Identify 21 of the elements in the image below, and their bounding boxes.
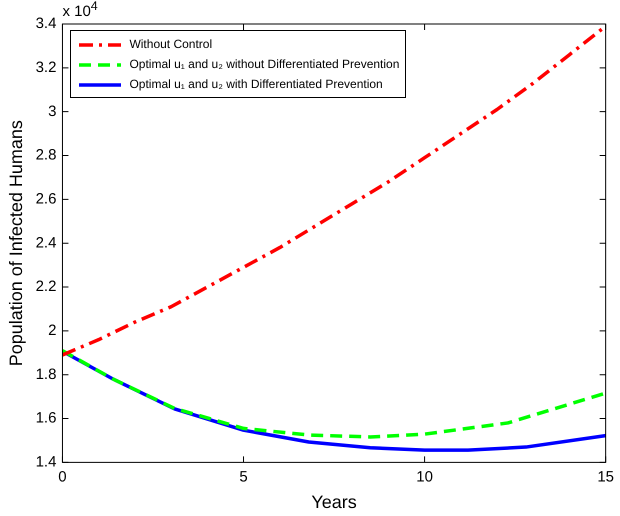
x-tick-label: 0 (58, 468, 67, 486)
y-tick-label: 3.2 (36, 58, 56, 76)
x-tick-label: 5 (239, 468, 248, 486)
y-tick-label: 1.4 (36, 454, 56, 471)
x-axis-title: Years (311, 492, 357, 512)
y-tick-label: 2.4 (36, 234, 56, 252)
legend-label: Optimal u₁ and u₂ with Differentiated Prevention (129, 77, 383, 91)
y-tick-label: 1.8 (36, 366, 56, 383)
y-axis-title: Population of Infected Humans (6, 120, 26, 366)
x-tick-label: 15 (597, 468, 614, 486)
y-tick-label: 3 (48, 102, 56, 120)
y-tick-label: 3.4 (36, 15, 56, 32)
x-tick-label: 10 (416, 468, 433, 486)
y-tick-label: 2 (48, 322, 56, 340)
y-tick-label: 2.8 (36, 146, 56, 164)
y-tick-label: 1.6 (36, 410, 56, 427)
y-tick-label: 2.6 (36, 190, 56, 208)
legend-label: Without Control (129, 37, 212, 51)
legend-label: Optimal u₁ and u₂ without Differentiated Prevention (129, 57, 400, 71)
y-tick-label: 2.2 (36, 278, 56, 296)
text: x 10$^{4}$ (62, 0, 98, 20)
